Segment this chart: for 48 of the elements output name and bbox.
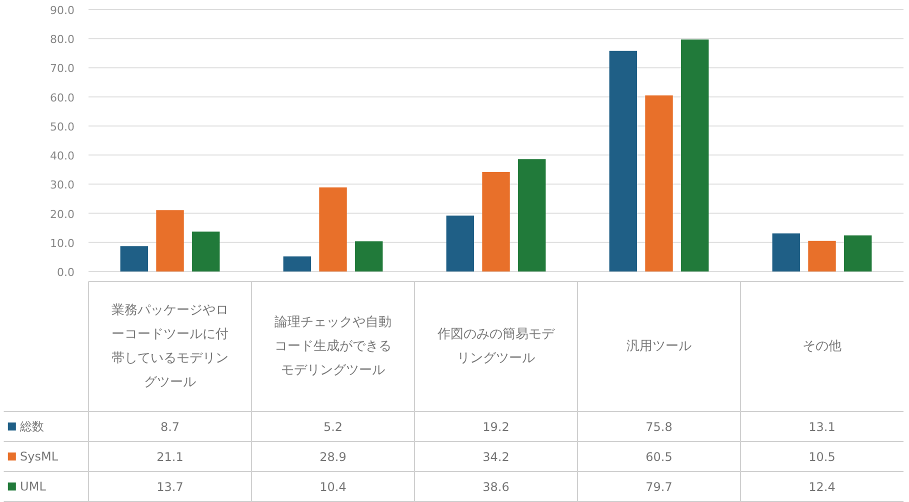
- x-tick-label: 汎用ツール: [626, 339, 692, 354]
- y-tick-label: 70.0: [50, 62, 75, 76]
- data-label: 38.6: [482, 480, 510, 494]
- bar: [355, 241, 383, 272]
- bar: [283, 256, 312, 272]
- data-label: 34.2: [482, 450, 510, 464]
- data-label: 10.5: [808, 450, 836, 464]
- bar: [319, 187, 347, 272]
- bar: [772, 233, 800, 272]
- bar: [645, 95, 673, 272]
- y-tick-label: 0.0: [57, 266, 75, 279]
- bar: [156, 210, 184, 272]
- bar: [518, 159, 546, 272]
- data-label: 12.4: [808, 480, 836, 494]
- data-label: 8.7: [160, 420, 180, 434]
- bar: [482, 172, 510, 272]
- legend-label: 総数: [19, 420, 44, 434]
- y-tick-label: 50.0: [50, 120, 75, 134]
- bar: [844, 235, 872, 272]
- y-tick-label: 90.0: [50, 4, 75, 17]
- legend-label: UML: [20, 480, 46, 494]
- y-tick-label: 60.0: [50, 91, 75, 104]
- data-label: 13.1: [808, 420, 836, 434]
- y-tick-label: 20.0: [50, 208, 75, 221]
- x-tick-label: 業務パッケージやローコードツールに付帯しているモデリングツール: [112, 303, 229, 390]
- data-label: 13.7: [156, 480, 184, 494]
- data-label: 5.2: [323, 420, 343, 434]
- legend-label: SysML: [20, 450, 58, 464]
- bar: [808, 240, 836, 272]
- data-label: 21.1: [156, 450, 184, 464]
- y-tick-label: 30.0: [50, 178, 75, 192]
- x-tick-label: 論理チェックや自動コード生成ができるモデリングツール: [274, 315, 392, 378]
- bar: [681, 39, 709, 272]
- bar: [120, 246, 148, 272]
- bar: [446, 216, 474, 272]
- data-label: 19.2: [482, 420, 510, 434]
- x-tick-label: 作図のみの簡易モデリングツール: [436, 327, 556, 366]
- bar: [609, 50, 637, 272]
- x-tick-label: その他: [802, 339, 842, 354]
- data-label: 28.9: [320, 450, 346, 464]
- y-tick-label: 40.0: [50, 150, 75, 163]
- data-label: 10.4: [320, 480, 346, 494]
- data-label: 79.7: [646, 480, 672, 494]
- y-tick-label: 10.0: [50, 236, 75, 250]
- data-label: 75.8: [646, 420, 672, 434]
- y-tick-label: 80.0: [50, 33, 75, 46]
- bar: [192, 232, 220, 272]
- data-label: 60.5: [646, 450, 672, 464]
